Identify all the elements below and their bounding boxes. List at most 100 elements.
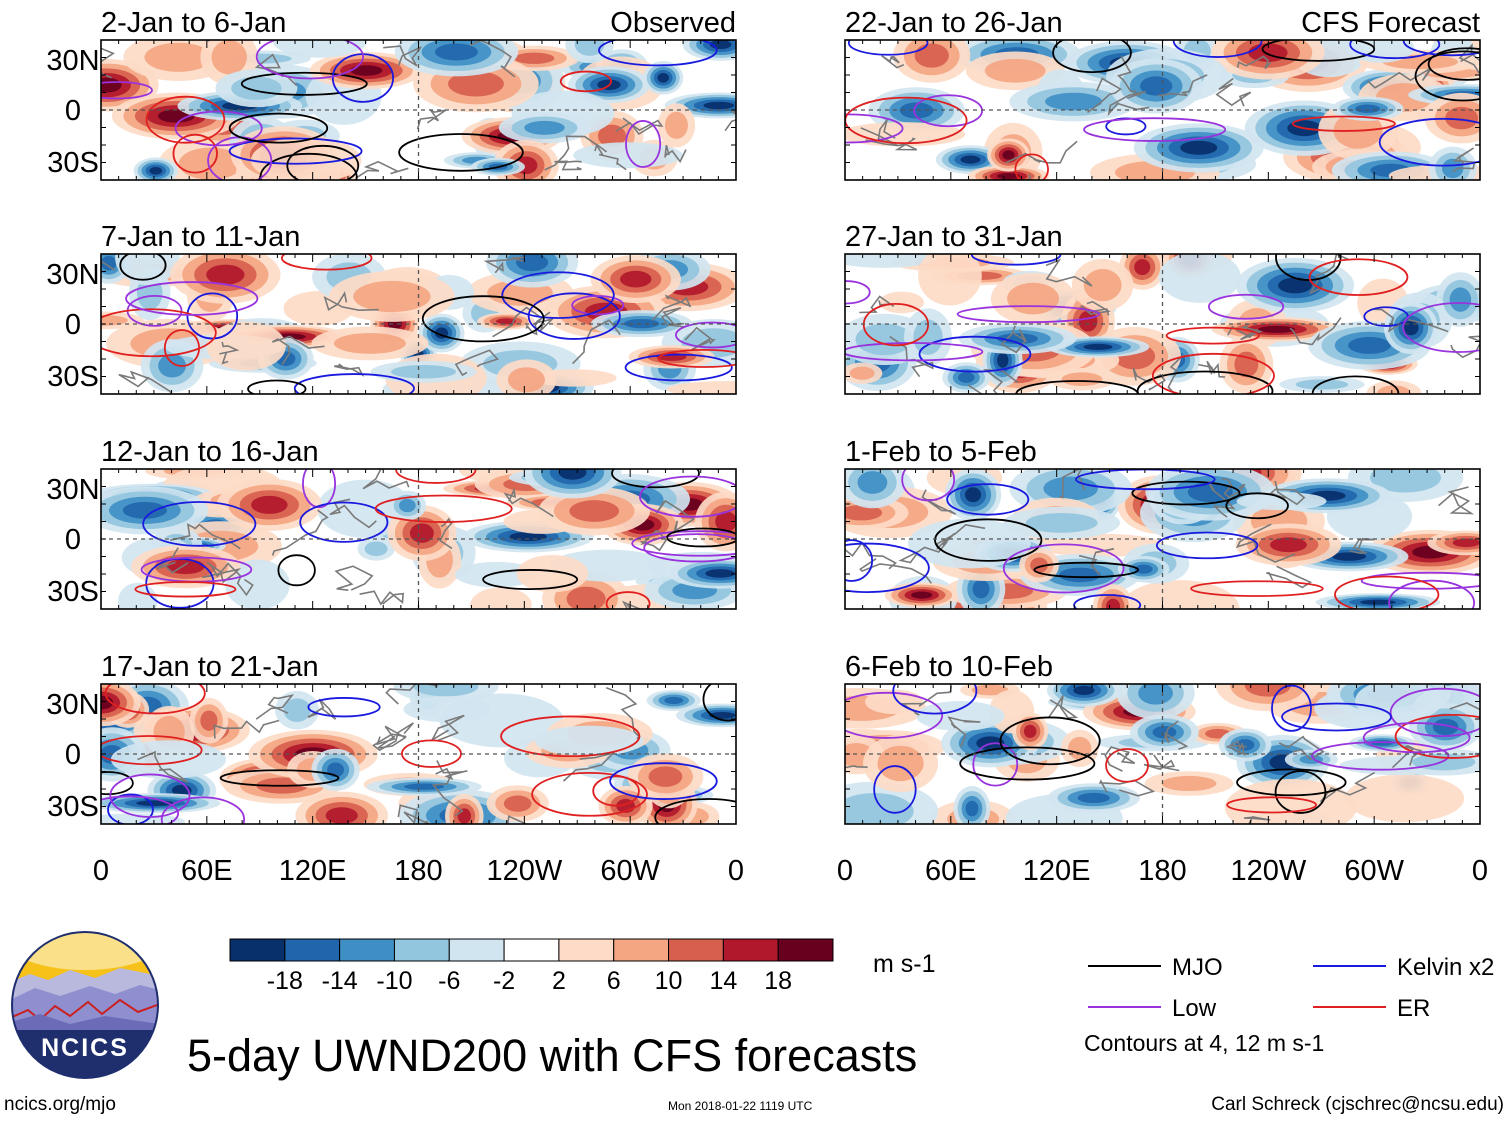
colorbar-tick: -14 <box>322 967 358 995</box>
wave-contour <box>1151 352 1275 394</box>
coastline <box>544 135 598 171</box>
anomaly-shade <box>524 120 565 135</box>
wave-contour <box>1360 571 1480 590</box>
wave-contour <box>643 533 736 563</box>
wave-contour <box>101 795 179 824</box>
wave-contour <box>892 684 978 715</box>
anomaly-shade <box>1078 310 1098 332</box>
wave-contour <box>1349 40 1441 60</box>
anomaly-shade <box>574 40 605 56</box>
anomaly-shade <box>448 71 504 97</box>
anomaly-shade <box>1106 598 1121 609</box>
wave-contour <box>302 469 337 509</box>
anomaly-shade <box>918 254 982 306</box>
coastline <box>1243 816 1271 824</box>
wave-contour <box>999 716 1101 766</box>
coastline <box>1221 478 1246 499</box>
anomaly-shade <box>101 77 122 93</box>
anomaly-shade <box>1045 92 1103 111</box>
coastline <box>1450 335 1480 359</box>
wave-contour <box>1226 796 1318 814</box>
wave-contour <box>119 254 167 281</box>
wave-contour <box>959 746 1096 781</box>
footer-url[interactable]: ncics.org/mjo <box>4 1094 116 1115</box>
anomaly-shade <box>110 740 227 779</box>
anomaly-shade <box>514 52 555 64</box>
coastline <box>845 765 868 769</box>
anomaly-shade <box>158 353 186 378</box>
wave-contour <box>1388 579 1476 609</box>
anomaly-shade <box>857 471 888 494</box>
coastline <box>503 487 554 518</box>
coastline <box>1167 354 1184 394</box>
lat-label: 30S <box>47 791 99 823</box>
colorbar-box <box>448 938 505 962</box>
anomaly-shade <box>206 321 286 371</box>
anomaly-shade <box>516 555 589 593</box>
colorbar-box <box>668 938 724 962</box>
wave-contour <box>104 684 206 715</box>
anomaly-shade <box>664 111 688 139</box>
wave-contour <box>946 483 1030 516</box>
anomaly-shade <box>200 710 218 731</box>
anomaly-shade <box>101 314 128 326</box>
anomaly-shade <box>390 365 457 379</box>
anomaly-shade <box>413 684 479 697</box>
anomaly-shade <box>1025 512 1098 533</box>
wave-contour <box>1427 47 1480 81</box>
coastline <box>1289 317 1342 346</box>
anomaly-shade <box>1083 269 1122 302</box>
panel-date-range: 7-Jan to 11-Jan <box>101 221 300 253</box>
anomaly-shade <box>1077 792 1110 804</box>
lon-label: 60W <box>600 855 660 887</box>
coastline <box>101 47 115 79</box>
wave-contour <box>1275 254 1342 281</box>
coastline <box>1198 360 1226 378</box>
colorbar-tick: 6 <box>607 967 621 995</box>
panel-date-range: 27-Jan to 31-Jan <box>845 221 1063 253</box>
coastline <box>1349 537 1375 555</box>
anomaly-shade <box>495 318 516 325</box>
anomaly-shade <box>845 504 883 521</box>
colorbar-tick: -6 <box>438 967 460 995</box>
wave-contour <box>624 353 733 382</box>
anomaly-shade <box>117 582 158 609</box>
colorbar-tick: -2 <box>493 967 515 995</box>
coastline <box>255 694 295 720</box>
anomaly-shade <box>1360 599 1396 605</box>
wave-contour <box>228 137 363 165</box>
coastline <box>554 160 582 171</box>
wave-contour <box>559 70 612 93</box>
wave-contour <box>1155 531 1259 560</box>
anomaly-shade <box>1270 537 1307 553</box>
coastline <box>476 40 516 78</box>
anomaly-shade <box>1083 343 1113 350</box>
anomaly-shade <box>1445 106 1478 130</box>
coastline <box>1319 771 1375 803</box>
panel-5: 22-Jan to 26-Jan CFS Forecast <box>844 7 1481 181</box>
wave-contour <box>1105 748 1149 783</box>
anomaly-shade <box>272 40 368 58</box>
anomaly-shade <box>1441 158 1464 179</box>
coastline <box>430 714 465 742</box>
coastline <box>859 558 933 584</box>
coastline <box>865 137 918 151</box>
anomaly-shade <box>877 745 924 782</box>
anomaly-shade <box>566 586 606 609</box>
wave-contour <box>918 335 1032 373</box>
anomaly-shade <box>715 511 736 532</box>
panel-date-range: 2-Jan to 6-Jan <box>101 7 286 39</box>
coastline <box>507 815 527 824</box>
colorbar-tick: -18 <box>267 967 303 995</box>
anomaly-shade <box>916 701 1005 731</box>
lat-label: 0 <box>65 95 81 127</box>
legend-label: ER <box>1397 995 1430 1022</box>
column-label: Observed <box>610 7 736 39</box>
colorbar-units: m s-1 <box>873 950 936 978</box>
wave-contour <box>1271 684 1312 732</box>
anomaly-shade <box>333 333 406 354</box>
anomaly-shade <box>1158 254 1241 303</box>
anomaly-shade <box>211 40 247 75</box>
